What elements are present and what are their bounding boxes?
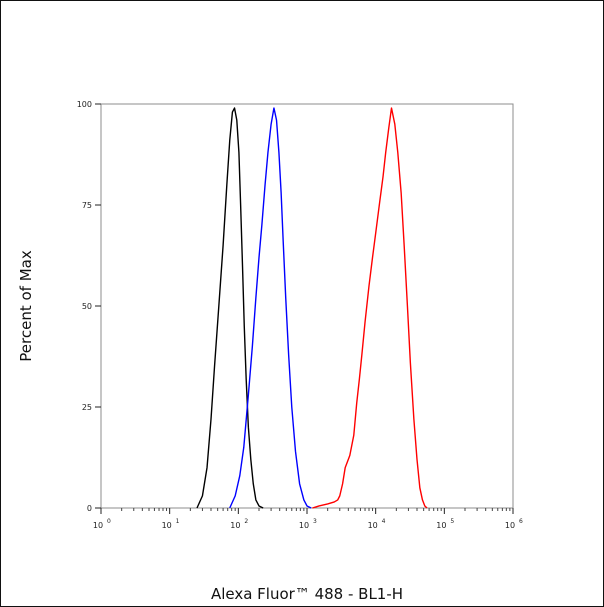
series-line-1 (196, 107, 264, 509)
y-tick-label: 100 (77, 100, 92, 109)
y-tick-label: 75 (82, 201, 92, 210)
plot-border (100, 103, 514, 509)
x-tick-exponent: 2 (244, 518, 248, 525)
series-line-2 (229, 107, 312, 509)
x-tick-label: 10 (368, 521, 378, 530)
x-tick-label: 10 (299, 521, 309, 530)
x-axis: 10 0 10 1 10 2 10 3 10 4 10 5 10 6 (93, 508, 523, 530)
x-tick-exponent: 5 (450, 518, 454, 525)
x-tick-label: 10 (93, 521, 103, 530)
x-tick-exponent: 0 (107, 518, 111, 525)
y-axis-label: Percent of Max (17, 250, 35, 362)
x-tick-exponent: 4 (382, 518, 386, 525)
x-tick-exponent: 6 (519, 518, 523, 525)
series-lines (196, 107, 428, 509)
x-axis-label: Alexa Fluor™ 488 - BL1-H (211, 585, 403, 603)
y-tick-label: 25 (82, 403, 92, 412)
y-tick-label: 0 (87, 504, 92, 513)
plot-area (100, 103, 514, 509)
x-tick-label: 10 (230, 521, 240, 530)
x-tick-exponent: 3 (313, 518, 317, 525)
x-tick-label: 10 (162, 521, 172, 530)
x-tick-label: 10 (436, 521, 446, 530)
x-tick-label: 10 (505, 521, 515, 530)
series-line-3 (312, 107, 428, 509)
y-axis: 0 25 50 75 100 (77, 100, 101, 513)
x-tick-exponent: 1 (176, 518, 180, 525)
y-tick-label: 50 (82, 302, 92, 311)
